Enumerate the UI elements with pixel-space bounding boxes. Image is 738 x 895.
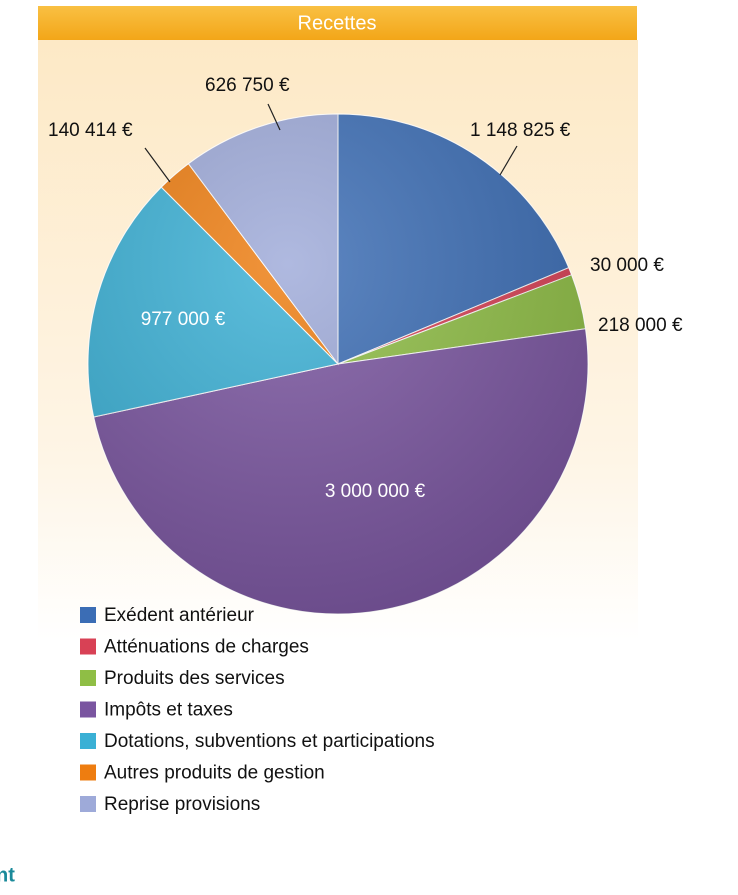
legend-swatch xyxy=(80,607,96,623)
legend-swatch xyxy=(80,733,96,749)
legend-swatch xyxy=(80,796,96,812)
legend-swatch xyxy=(80,764,96,781)
legend-swatch xyxy=(80,670,96,686)
legend-swatch xyxy=(80,638,96,655)
data-label: 1 148 825 € xyxy=(470,120,571,141)
legend-label: Reprise provisions xyxy=(104,794,260,815)
data-label: 977 000 € xyxy=(141,309,226,330)
title-bar xyxy=(403,6,637,40)
legend-label: Produits des services xyxy=(104,668,285,689)
fragment-text: nt xyxy=(0,864,15,886)
data-label: 30 000 € xyxy=(590,255,664,276)
data-label: 218 000 € xyxy=(598,315,683,336)
chart-title: Recettes xyxy=(298,12,377,34)
data-label: 140 414 € xyxy=(48,120,133,141)
leader-line xyxy=(499,145,518,176)
data-label: 3 000 000 € xyxy=(325,481,426,502)
data-label: 626 750 € xyxy=(205,75,290,96)
legend-label: Dotations, subventions et participations xyxy=(104,731,435,752)
legend-label: Exédent antérieur xyxy=(104,605,255,626)
title-bar xyxy=(38,6,403,40)
leader-line xyxy=(267,103,281,131)
leader-line xyxy=(144,147,171,183)
legend-label: Impôts et taxes xyxy=(104,700,233,721)
legend-label: Atténuations de charges xyxy=(104,637,309,658)
legend-label: Autres produits de gestion xyxy=(104,763,325,784)
legend-swatch xyxy=(80,701,96,718)
